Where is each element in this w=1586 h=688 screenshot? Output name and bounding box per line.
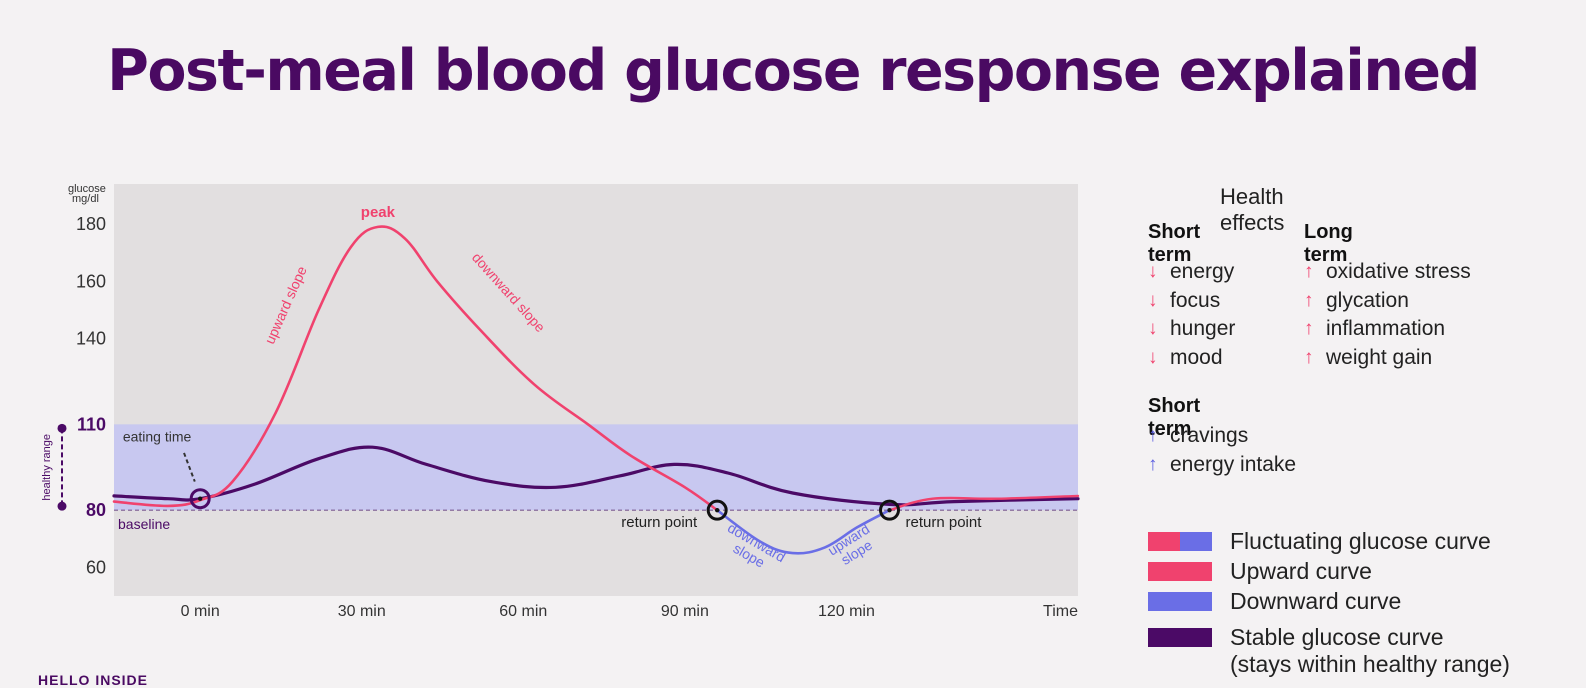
list-item: ↑ cravings	[1148, 422, 1296, 451]
arrow-up-icon: ↑	[1304, 318, 1314, 340]
legend-item-stable: Stable glucose curve (stays within healt…	[1148, 624, 1510, 678]
list-item: ↑ energy intake	[1148, 451, 1296, 480]
curve-marker	[189, 488, 211, 510]
healthy-range-band	[114, 424, 1078, 511]
arrow-down-icon: ↓	[1148, 261, 1158, 283]
y-tick-label: 180	[76, 214, 106, 234]
list-item: ↓ energy	[1148, 258, 1235, 287]
legend-swatch-fluctuating	[1148, 532, 1212, 551]
list-item: ↑ oxidative stress	[1304, 258, 1471, 287]
x-tick-label: 30 min	[338, 603, 386, 620]
return-point-label: return point	[906, 514, 983, 531]
arrow-down-icon: ↓	[1148, 346, 1158, 368]
arrow-up-icon: ↑	[1148, 453, 1158, 475]
y-tick-label: 160	[76, 271, 106, 291]
long-term-heading: Long term	[1304, 221, 1353, 266]
list-item: ↑ inflammation	[1304, 315, 1471, 344]
long-term-list: ↑ oxidative stress ↑ glycation ↑ inflammati…	[1304, 258, 1471, 372]
legend-stable-line1: Stable glucose curve	[1230, 624, 1444, 650]
healthy-range-dot	[57, 501, 67, 511]
x-tick-label: 90 min	[661, 603, 709, 620]
y-tick-label: 60	[86, 557, 106, 577]
y-tick-label: 110	[77, 414, 106, 434]
legend-item-fluctuating: Fluctuating glucose curve	[1148, 528, 1491, 555]
y-tick-label: 140	[76, 329, 106, 349]
short-term-heading: Short term	[1148, 221, 1201, 266]
x-tick-label: 60 min	[499, 603, 547, 620]
short-term-list: ↓ energy ↓ focus ↓ hunger ↓ mood	[1148, 258, 1235, 372]
legend-swatch-upward	[1148, 562, 1212, 581]
healthy-range-label: healthy range	[41, 434, 53, 501]
plot-area	[114, 184, 1078, 596]
brand-logo: HELLO INSIDE	[38, 672, 149, 688]
legend-swatch-downward	[1148, 592, 1212, 611]
x-axis-label: Time	[1043, 603, 1078, 620]
list-item: ↓ focus	[1148, 287, 1235, 316]
eating-time-label: eating time	[123, 429, 192, 445]
arrow-down-icon: ↓	[1148, 318, 1158, 340]
series-line-tail	[888, 494, 1080, 512]
arrow-up-icon: ↑	[1304, 289, 1314, 311]
y-axis-unit: mg/dl	[72, 193, 99, 205]
short-term-list-2: ↑ cravings ↑ energy intake	[1148, 422, 1296, 479]
curve-marker	[879, 499, 901, 521]
list-item: ↓ hunger	[1148, 315, 1235, 344]
x-tick-label: 120 min	[818, 603, 875, 620]
health-effects-title: Health effects	[1220, 184, 1285, 235]
page-title: Post-meal blood glucose response explain…	[107, 38, 1480, 104]
curve-marker-dot	[714, 507, 720, 513]
series-line-upward	[112, 225, 719, 512]
series-line-stable	[112, 445, 1080, 507]
peak-label: peak	[361, 204, 396, 221]
arrow-down-icon: ↓	[1148, 289, 1158, 311]
list-item: ↑ weight gain	[1304, 344, 1471, 373]
x-tick-label: 0 min	[181, 603, 220, 620]
curve-marker	[706, 499, 728, 521]
arrow-up-icon: ↑	[1148, 425, 1158, 447]
list-item: ↑ glycation	[1304, 287, 1471, 316]
legend-item-upward: Upward curve	[1148, 558, 1372, 585]
curve-marker-dot	[887, 507, 892, 513]
y-axis-title: glucose	[68, 183, 106, 195]
baseline-label: baseline	[118, 516, 170, 532]
y-tick-label: 80	[86, 500, 106, 520]
legend-item-downward: Downward curve	[1148, 588, 1401, 615]
arrow-up-icon: ↑	[1304, 346, 1314, 368]
legend-swatch-stable	[1148, 628, 1212, 647]
legend-stable-line2: (stays within healthy range)	[1230, 651, 1510, 677]
curve-marker-dot	[197, 496, 203, 501]
short-term-heading-2: Short term	[1148, 395, 1201, 440]
series-line-downward	[715, 508, 891, 555]
healthy-range-dot	[57, 423, 67, 433]
list-item: ↓ mood	[1148, 344, 1235, 373]
arrow-up-icon: ↑	[1304, 261, 1314, 283]
return-point-label: return point	[621, 514, 698, 531]
eating-time-pointer	[183, 452, 196, 482]
